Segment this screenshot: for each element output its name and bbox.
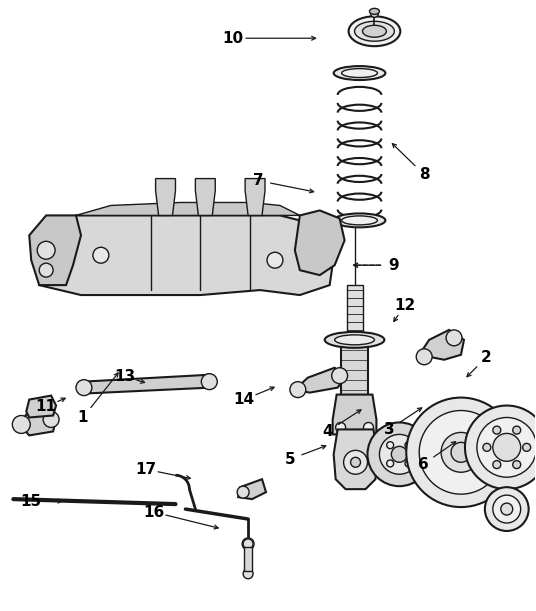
Circle shape [379, 434, 419, 474]
Text: 16: 16 [143, 505, 164, 519]
Ellipse shape [341, 68, 377, 78]
Circle shape [93, 247, 109, 263]
Polygon shape [333, 430, 377, 489]
Ellipse shape [348, 16, 400, 46]
Circle shape [344, 450, 368, 474]
Polygon shape [340, 340, 368, 395]
Polygon shape [238, 479, 266, 499]
Text: 6: 6 [418, 457, 429, 472]
Circle shape [513, 461, 520, 469]
Circle shape [243, 539, 253, 549]
Circle shape [351, 457, 361, 467]
Circle shape [477, 417, 536, 477]
Polygon shape [333, 395, 376, 434]
Ellipse shape [325, 332, 384, 348]
Polygon shape [29, 216, 81, 285]
Text: 9: 9 [388, 258, 399, 273]
Polygon shape [76, 202, 300, 216]
Circle shape [243, 569, 253, 579]
Circle shape [406, 398, 516, 507]
Circle shape [483, 444, 491, 452]
Circle shape [393, 467, 407, 481]
Circle shape [451, 442, 471, 463]
Ellipse shape [334, 335, 375, 345]
Ellipse shape [333, 213, 385, 227]
Text: 14: 14 [234, 392, 255, 407]
Text: 8: 8 [419, 167, 429, 182]
Circle shape [441, 433, 481, 472]
Polygon shape [81, 375, 212, 393]
Circle shape [513, 426, 520, 434]
Circle shape [267, 252, 283, 268]
Text: 3: 3 [384, 422, 394, 437]
Ellipse shape [369, 9, 379, 14]
Circle shape [523, 444, 531, 452]
Ellipse shape [333, 66, 385, 80]
Circle shape [363, 422, 374, 433]
Circle shape [493, 495, 520, 523]
Circle shape [386, 442, 393, 448]
Text: 2: 2 [480, 350, 491, 365]
Circle shape [493, 461, 501, 469]
Circle shape [405, 460, 412, 467]
Polygon shape [155, 178, 175, 216]
Polygon shape [244, 547, 252, 571]
Circle shape [386, 460, 393, 467]
Text: 5: 5 [285, 452, 295, 467]
Polygon shape [39, 216, 334, 295]
Circle shape [370, 9, 378, 17]
Circle shape [446, 330, 462, 346]
Polygon shape [419, 330, 464, 360]
Text: 13: 13 [114, 369, 135, 384]
Text: 11: 11 [36, 399, 57, 414]
Text: 17: 17 [135, 462, 156, 477]
Circle shape [416, 349, 432, 365]
Text: 1: 1 [78, 410, 88, 425]
Circle shape [12, 415, 30, 433]
Circle shape [43, 412, 59, 428]
Ellipse shape [362, 25, 386, 37]
Polygon shape [245, 178, 265, 216]
Circle shape [242, 538, 254, 550]
Circle shape [237, 486, 249, 498]
Text: 12: 12 [394, 298, 416, 312]
Circle shape [493, 433, 520, 461]
Circle shape [419, 411, 503, 494]
Circle shape [405, 442, 412, 448]
Circle shape [37, 241, 55, 259]
Circle shape [202, 374, 217, 390]
Polygon shape [26, 395, 56, 417]
Circle shape [76, 379, 92, 395]
Circle shape [501, 503, 513, 515]
Text: 4: 4 [322, 424, 333, 439]
Circle shape [332, 368, 347, 384]
Circle shape [39, 263, 53, 277]
Circle shape [368, 422, 431, 486]
Polygon shape [19, 412, 56, 436]
Text: 7: 7 [253, 173, 263, 188]
Ellipse shape [354, 21, 394, 41]
Circle shape [290, 382, 306, 398]
Circle shape [485, 487, 528, 531]
Polygon shape [347, 285, 362, 340]
Circle shape [465, 406, 536, 489]
Circle shape [391, 447, 407, 463]
Polygon shape [295, 368, 345, 393]
Ellipse shape [341, 216, 377, 225]
Text: 15: 15 [21, 494, 42, 508]
Polygon shape [196, 178, 215, 216]
Text: 10: 10 [222, 31, 244, 46]
Polygon shape [295, 210, 345, 275]
Circle shape [336, 422, 346, 433]
Circle shape [493, 426, 501, 434]
